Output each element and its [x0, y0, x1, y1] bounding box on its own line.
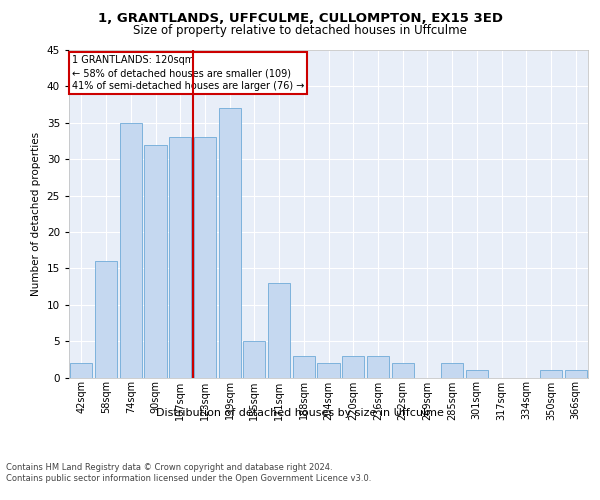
Text: 1 GRANTLANDS: 120sqm
← 58% of detached houses are smaller (109)
41% of semi-deta: 1 GRANTLANDS: 120sqm ← 58% of detached h… [71, 55, 304, 92]
Bar [268, 283, 290, 378]
Text: Contains public sector information licensed under the Open Government Licence v3: Contains public sector information licen… [6, 474, 371, 483]
Bar [342, 356, 364, 378]
Bar [466, 370, 488, 378]
Bar [317, 363, 340, 378]
Text: 1, GRANTLANDS, UFFCULME, CULLOMPTON, EX15 3ED: 1, GRANTLANDS, UFFCULME, CULLOMPTON, EX1… [97, 12, 503, 26]
Bar [392, 363, 414, 378]
Bar [119, 123, 142, 378]
Bar [243, 341, 265, 378]
Bar [70, 363, 92, 378]
Bar [169, 138, 191, 378]
Bar [293, 356, 315, 378]
Bar [441, 363, 463, 378]
Text: Contains HM Land Registry data © Crown copyright and database right 2024.: Contains HM Land Registry data © Crown c… [6, 462, 332, 471]
Bar [95, 261, 117, 378]
Bar [565, 370, 587, 378]
Text: Distribution of detached houses by size in Uffculme: Distribution of detached houses by size … [156, 408, 444, 418]
Bar [194, 138, 216, 378]
Bar [540, 370, 562, 378]
Bar [145, 144, 167, 378]
Y-axis label: Number of detached properties: Number of detached properties [31, 132, 41, 296]
Text: Size of property relative to detached houses in Uffculme: Size of property relative to detached ho… [133, 24, 467, 37]
Bar [218, 108, 241, 378]
Bar [367, 356, 389, 378]
